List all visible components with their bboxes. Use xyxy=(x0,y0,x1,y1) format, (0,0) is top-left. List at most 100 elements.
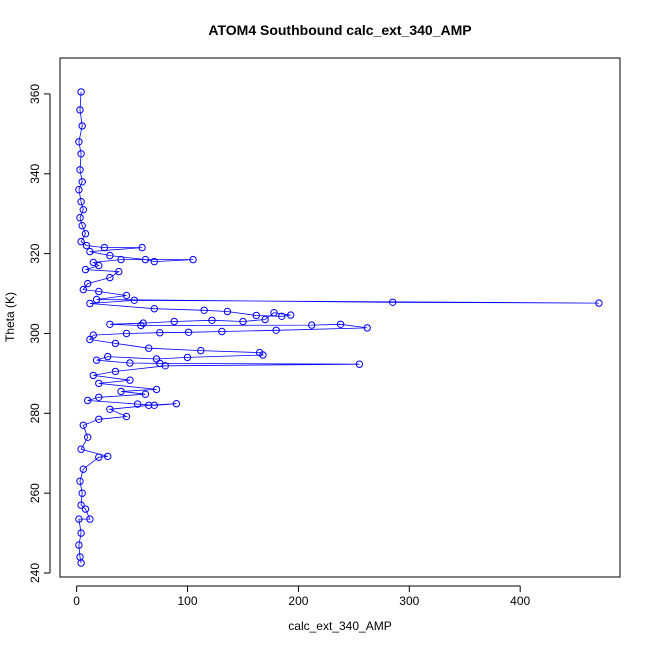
data-point xyxy=(252,311,260,320)
x-tick-label: 400 xyxy=(510,594,530,608)
data-point xyxy=(111,339,120,348)
series-layer xyxy=(75,88,603,567)
data-point xyxy=(84,279,92,288)
data-point xyxy=(86,299,94,308)
data-point xyxy=(278,312,286,320)
data-point xyxy=(106,273,114,282)
data-point xyxy=(223,307,232,316)
x-axis: 0 100 200 300 400 xyxy=(73,585,531,608)
data-point xyxy=(95,379,103,388)
data-point xyxy=(133,400,142,408)
data-point xyxy=(76,214,84,222)
data-point xyxy=(141,390,150,398)
data-point xyxy=(117,255,125,264)
data-point xyxy=(126,376,134,384)
data-point xyxy=(130,296,139,304)
data-point xyxy=(89,371,98,380)
y-tick-label: 360 xyxy=(28,84,42,104)
data-point xyxy=(86,335,94,344)
x-axis-label: calc_ext_340_AMP xyxy=(288,619,391,633)
data-point xyxy=(106,251,114,260)
data-point xyxy=(106,320,114,328)
data-point xyxy=(126,359,134,367)
series-line xyxy=(78,91,599,564)
data-point xyxy=(77,529,85,537)
data-point xyxy=(595,299,603,307)
data-point xyxy=(150,305,159,313)
data-point xyxy=(145,344,153,352)
y-axis: 240 260 280 300 320 340 360 xyxy=(28,84,51,583)
y-tick-label: 300 xyxy=(28,323,42,343)
data-point xyxy=(79,465,88,473)
data-point xyxy=(79,421,88,429)
data-point xyxy=(77,150,85,158)
data-point xyxy=(170,317,178,326)
data-point xyxy=(81,265,90,274)
data-point xyxy=(336,320,345,328)
data-point xyxy=(78,178,86,186)
data-point xyxy=(104,352,112,361)
data-point xyxy=(259,351,267,359)
data-point xyxy=(189,255,197,264)
data-point xyxy=(137,321,145,330)
data-point xyxy=(139,319,147,327)
y-tick-label: 260 xyxy=(28,483,42,503)
data-point xyxy=(77,237,85,246)
chart-title: ATOM4 Southbound calc_ext_340_AMP xyxy=(208,22,471,38)
data-point xyxy=(287,311,295,319)
data-point xyxy=(95,415,103,423)
data-point xyxy=(78,222,86,230)
data-point xyxy=(95,453,103,461)
data-point xyxy=(79,285,88,294)
data-point xyxy=(77,501,85,509)
y-tick-label: 240 xyxy=(28,563,42,583)
data-point xyxy=(95,261,103,270)
data-point xyxy=(150,401,159,409)
data-point xyxy=(308,321,316,329)
data-point xyxy=(81,505,90,513)
data-point xyxy=(111,367,120,376)
data-point xyxy=(122,329,131,338)
data-point xyxy=(86,515,94,523)
data-point xyxy=(363,324,371,332)
x-tick-label: 300 xyxy=(399,594,419,608)
data-point xyxy=(122,412,131,421)
data-point xyxy=(261,315,269,324)
data-point xyxy=(104,452,112,461)
data-point xyxy=(183,353,192,362)
data-point xyxy=(76,166,84,174)
data-point xyxy=(78,122,86,130)
data-point xyxy=(79,206,88,214)
data-point xyxy=(156,329,164,337)
data-point xyxy=(355,360,364,368)
data-point xyxy=(270,309,278,317)
data-point xyxy=(76,477,84,485)
data-point xyxy=(95,393,103,401)
data-point xyxy=(272,326,280,334)
data-point xyxy=(77,198,85,206)
data-point xyxy=(75,138,83,146)
y-tick-label: 320 xyxy=(28,243,42,263)
data-point xyxy=(239,317,247,326)
data-point xyxy=(138,243,146,252)
data-point xyxy=(86,247,94,256)
data-point xyxy=(77,445,85,453)
data-point xyxy=(197,346,205,355)
data-point xyxy=(77,559,85,567)
y-axis-label: Theta (K) xyxy=(3,292,17,342)
plot-area xyxy=(59,57,621,578)
data-point xyxy=(78,489,86,497)
data-point xyxy=(106,405,114,413)
data-point xyxy=(75,186,83,194)
x-tick-label: 0 xyxy=(73,594,80,608)
data-point xyxy=(150,257,159,266)
data-point xyxy=(115,267,123,276)
data-point xyxy=(89,258,98,267)
data-point xyxy=(389,298,397,306)
data-point xyxy=(141,255,150,264)
data-point xyxy=(100,243,109,252)
data-point xyxy=(76,106,84,114)
y-tick-label: 340 xyxy=(28,163,42,183)
data-point xyxy=(218,327,226,336)
